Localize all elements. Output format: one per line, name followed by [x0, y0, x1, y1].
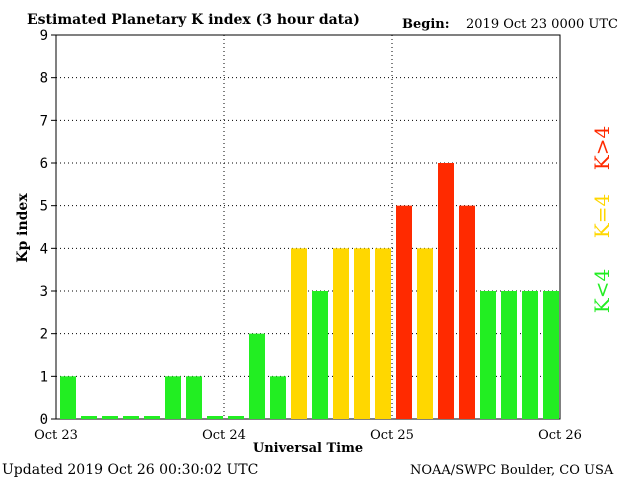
- y-tick-label: 8: [40, 71, 48, 87]
- kp-bar: [333, 248, 349, 419]
- kp-bar: [501, 291, 517, 419]
- kp-bar: [459, 205, 475, 419]
- kp-bar: [417, 248, 433, 419]
- kp-bar: [375, 248, 391, 419]
- plot-frame: [55, 34, 561, 420]
- updated-text: Updated 2019 Oct 26 00:30:02 UTC: [2, 462, 258, 478]
- begin-value: 2019 Oct 23 0000 UTC: [466, 17, 618, 32]
- begin-label: Begin:: [402, 17, 450, 32]
- x-tick-labels: Oct 23 Oct 24 Oct 25 Oct 26: [34, 428, 582, 443]
- kp-bar: [354, 248, 370, 419]
- kp-bar: [81, 416, 97, 419]
- y-tick-labels: 0 1 2 3 4 5 6 7 8 9: [40, 28, 56, 428]
- kp-bar: [438, 163, 454, 419]
- x-tick-label: Oct 25: [370, 428, 414, 443]
- kp-bar: [522, 291, 538, 419]
- legend-mid: K=4: [590, 194, 614, 238]
- kp-bar: [396, 205, 412, 419]
- x-tick-label: Oct 24: [202, 428, 246, 443]
- legend-low: K<4: [590, 269, 614, 313]
- y-tick-label: 3: [40, 284, 48, 300]
- kp-bar: [270, 376, 286, 419]
- bars: [60, 163, 559, 419]
- y-tick-label: 2: [40, 327, 48, 343]
- y-axis-label: Kp index: [15, 193, 31, 263]
- y-tick-label: 7: [40, 113, 48, 129]
- kp-bar: [102, 416, 118, 419]
- kp-bar: [228, 416, 244, 419]
- kp-bar: [480, 291, 496, 419]
- y-tick-label: 5: [40, 199, 48, 215]
- kp-bar: [312, 291, 328, 419]
- grid-lines: [56, 35, 560, 419]
- y-tick-label: 0: [40, 412, 48, 428]
- kp-bar: [207, 416, 223, 419]
- kp-bar: [165, 376, 181, 419]
- kp-bar: [186, 376, 202, 419]
- kp-bar: [123, 416, 139, 419]
- y-tick-label: 9: [40, 28, 48, 44]
- x-tick-label: Oct 23: [34, 428, 78, 443]
- x-axis-label: Universal Time: [253, 441, 363, 456]
- y-tick-label: 1: [40, 369, 48, 385]
- kp-bar: [543, 291, 559, 419]
- y-tick-label: 4: [40, 241, 48, 257]
- chart-title: Estimated Planetary K index (3 hour data…: [27, 12, 360, 28]
- kp-bar: [249, 333, 265, 419]
- source-text: NOAA/SWPC Boulder, CO USA: [410, 463, 614, 478]
- kp-bar: [144, 416, 160, 419]
- y-tick-label: 6: [40, 156, 48, 172]
- kp-bar: [60, 376, 76, 419]
- x-tick-label: Oct 26: [538, 428, 582, 443]
- kp-bar: [291, 248, 307, 419]
- legend-high: K>4: [590, 126, 614, 170]
